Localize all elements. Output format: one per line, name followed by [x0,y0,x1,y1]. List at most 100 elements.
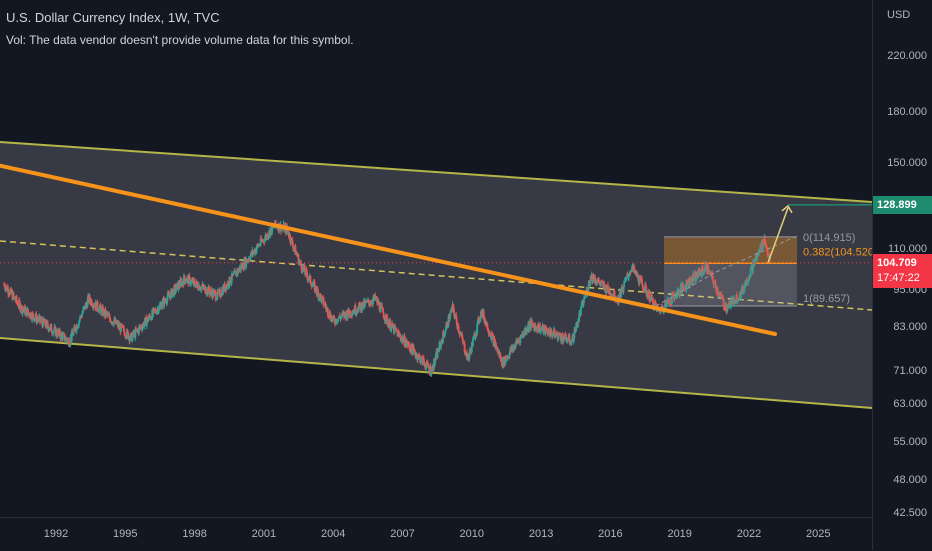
candle [74,327,77,331]
candle [427,366,430,368]
candle [387,322,390,328]
candle [248,258,251,260]
candle [266,237,269,239]
candle [356,310,359,312]
candle [287,231,290,236]
candle [745,280,748,284]
candle [732,297,735,305]
price-chart[interactable]: 0(114.915) 0.382(104.520) 1(89.657) [0,0,878,517]
candle [90,300,93,306]
channel-lower-line [0,337,873,409]
candle [317,291,320,299]
candle [185,281,188,283]
candle [714,280,717,284]
fib-zone-upper [664,236,797,264]
candle [590,276,593,278]
candle [48,329,51,331]
candle [644,284,647,288]
candle [628,275,630,278]
candle [438,342,441,351]
candle [329,312,332,319]
time-axis[interactable]: 1992 1995 1998 2001 2004 2007 2010 2013 2016 2019… [0,517,872,551]
candle [238,269,241,273]
candle [437,349,440,352]
candle [577,321,580,323]
candle [493,338,495,346]
candle [184,279,187,283]
candle [300,265,303,271]
candle [13,296,16,300]
candle [397,331,399,337]
chart-area[interactable]: 0(114.915) 0.382(104.520) 1(89.657) U.S. D… [0,0,878,517]
candle [266,234,269,239]
candle [507,356,510,358]
candle [553,329,556,338]
candle [404,342,407,347]
candle [200,286,203,290]
candle [532,323,534,326]
candle [526,330,528,333]
candle [219,296,222,298]
candle [383,318,386,321]
candle [653,301,656,308]
candle [210,289,213,293]
candle [759,246,762,251]
time-tick: 2022 [736,528,762,540]
candle [337,318,340,320]
candle [365,300,368,303]
candle [764,242,767,245]
candle [393,325,396,334]
candle [725,304,727,311]
price-axis[interactable]: USD 220.000 180.000 150.000 110.000 95.000 83… [872,0,932,550]
candle [143,323,146,327]
candle [140,326,143,329]
candle [328,316,330,318]
candle [156,310,158,314]
candle [223,283,226,291]
candle [351,312,354,316]
candle [596,280,599,284]
candle [16,301,19,303]
candle [707,273,710,275]
candle [753,259,756,265]
candle [422,358,425,363]
candle [319,293,321,299]
candle [442,332,444,343]
candle [82,307,85,309]
candle [762,246,765,248]
candle [73,326,76,331]
candle [384,320,387,322]
candle [457,325,460,332]
candle [145,320,148,326]
candle [624,280,627,282]
candle [454,316,456,318]
candle [356,311,359,313]
candle [469,349,471,355]
candle [390,325,393,331]
candle [667,299,669,301]
candle [563,333,566,340]
candle [215,299,218,301]
candle [21,309,24,314]
candle [49,325,52,330]
candle [647,294,650,298]
candle [705,264,708,271]
candle [158,305,161,310]
candle [42,318,44,327]
candle [169,291,172,299]
candle [504,357,507,365]
candle [640,278,643,280]
candle [607,284,609,291]
candle [18,300,20,307]
candle [316,288,319,292]
candle [364,301,366,307]
candle [425,365,428,369]
candle [463,343,466,353]
candle [168,293,170,296]
candle [571,340,573,342]
candle [44,319,47,326]
candle [704,266,706,271]
candle [354,305,357,314]
candle [676,294,678,298]
candle [68,345,71,347]
